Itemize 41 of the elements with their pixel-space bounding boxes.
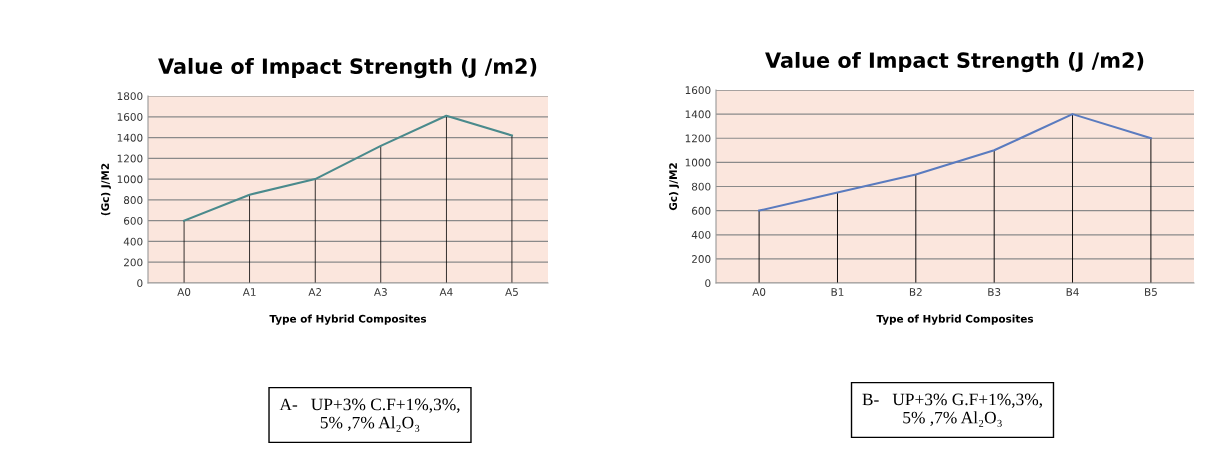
y-tick-label: 400 [691,230,711,239]
y-tick-label: 0 [705,279,711,288]
y-tick-label: 1600 [117,113,143,121]
y-tick-label: 600 [691,206,711,215]
x-tick-label: B4 [1066,288,1079,296]
x-tick-label: A0 [177,288,191,296]
x-tick-label: A4 [439,288,453,296]
x-axis-title: Type of Hybrid Composites [876,314,1034,325]
y-axis-title: (Gc) J/M2 [101,163,111,216]
chart-title: Value of Impact Strength (J /m2) [765,51,1144,73]
x-tick-label: A0 [752,288,766,296]
y-tick-label: 0 [137,279,143,288]
y-axis-title: Gc) J/M2 [669,163,679,211]
x-tick-label: A5 [505,288,518,296]
x-tick-label: B1 [831,288,844,296]
x-axis-title: Type of Hybrid Composites [269,314,427,325]
text: A- UP+3% C.F+1%,3%, 5% ,7% Al₂O₃ [279,398,460,432]
y-tick-label: 1000 [685,158,711,167]
y-tick-label: 800 [691,182,711,191]
y-tick-label: 1800 [117,92,143,101]
x-tick-label: B5 [1145,288,1157,296]
x-tick-label: B3 [988,288,1001,296]
line-series [758,113,1152,212]
chart-title: Value of Impact Strength (J /m2) [158,57,537,79]
y-tick-label: 400 [123,237,143,246]
y-tick-label: 1200 [685,134,711,143]
x-tick-label: A1 [242,288,256,296]
y-tick-label: 1400 [117,133,143,142]
y-tick-label: 1400 [685,110,711,119]
y-tick-label: 1600 [685,86,711,95]
text: B- UP+3% G.F+1%,3%, 5% ,7% Al₂O₃ [862,393,1042,427]
y-tick-label: 200 [124,258,143,267]
x-tick-label: B2 [909,288,922,296]
y-tick-label: 1000 [117,175,143,184]
y-tick-label: 200 [692,255,711,263]
x-tick-label: A3 [373,288,387,296]
y-tick-label: 600 [123,216,143,225]
y-tick-label: 800 [123,196,143,204]
line-series [183,114,513,222]
x-tick-label: A2 [308,288,322,296]
y-tick-label: 1200 [117,154,143,163]
